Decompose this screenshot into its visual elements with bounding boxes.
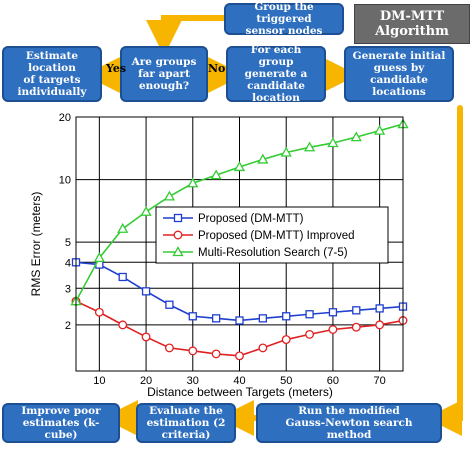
legend-label: Multi-Resolution Search (7-5) — [198, 247, 348, 259]
x-tick-label: 30 — [187, 375, 199, 387]
data-point — [327, 137, 339, 148]
data-point — [375, 304, 384, 313]
series-layer — [70, 118, 409, 361]
x-tick-label: 40 — [233, 375, 245, 387]
data-point — [282, 312, 291, 321]
box-evaluate: Evaluate the estimation (2 criteria) — [136, 403, 236, 443]
legend-item-0: Proposed (DM-MTT) — [163, 213, 304, 225]
data-point — [117, 222, 129, 233]
box-groups-far-apart: Are groups far apart enough? — [120, 46, 208, 102]
legend: Proposed (DM-MTT) Proposed (DM-MTT) Impro… — [155, 206, 389, 264]
data-point — [280, 146, 292, 157]
box-gauss-newton: Run the modified Gauss-Newton search met… — [256, 403, 442, 443]
y-tick-label: 2 — [65, 320, 71, 332]
data-point — [210, 169, 222, 180]
label-no: No — [208, 62, 226, 75]
data-point — [258, 314, 268, 323]
box-initial-guess: Generate initial guess by candidate loca… — [344, 46, 454, 102]
x-ticks: 10 20 30 40 50 60 70 — [93, 375, 386, 387]
data-point — [352, 306, 361, 315]
y-ticks: 2 3 4 5 10 20 — [59, 112, 71, 332]
data-point — [257, 153, 269, 164]
y-tick-label: 10 — [59, 175, 71, 187]
data-point — [211, 314, 221, 323]
data-point — [351, 322, 361, 332]
data-point — [350, 131, 362, 142]
data-point — [188, 312, 197, 321]
box-group-sensor-nodes: Group the triggered sensor nodes — [224, 1, 344, 37]
x-axis-label: Distance between Targets (meters) — [147, 385, 333, 399]
box-candidate-location: For each group generate a candidate loca… — [226, 44, 326, 104]
y-tick-label: 3 — [65, 283, 71, 295]
data-point — [141, 332, 151, 342]
legend-marker — [173, 230, 183, 240]
y-tick-label: 4 — [65, 257, 71, 269]
data-point — [281, 335, 291, 345]
data-point — [235, 316, 244, 325]
y-tick-label: 20 — [59, 112, 71, 124]
box-improve: Improve poor estimates (k-cube) — [2, 403, 120, 443]
arrow-group-to-decision — [146, 15, 227, 56]
data-point — [187, 177, 199, 188]
x-tick-label: 60 — [327, 375, 339, 387]
data-point — [211, 349, 221, 359]
series-2 — [70, 118, 409, 306]
x-tick-label: 20 — [140, 375, 152, 387]
plot-frame — [75, 116, 404, 372]
data-point — [118, 320, 128, 330]
data-point — [94, 307, 104, 317]
data-point — [141, 287, 151, 296]
data-point — [235, 351, 244, 361]
data-point — [93, 252, 105, 263]
data-point — [375, 320, 385, 330]
legend-box — [155, 206, 389, 264]
data-point — [163, 190, 176, 201]
data-point — [233, 161, 246, 172]
series-0 — [71, 258, 408, 325]
arrow-guess-down — [426, 105, 463, 436]
data-point — [303, 141, 316, 152]
data-point — [164, 343, 174, 353]
legend-label: Proposed (DM-MTT) — [198, 213, 304, 225]
legend-item-1: Proposed (DM-MTT) Improved — [163, 230, 355, 242]
legend-marker — [173, 213, 183, 223]
x-tick-label: 10 — [93, 375, 105, 387]
box-estimate-location: Estimate location of targets individuall… — [2, 46, 102, 102]
algorithm-title: DM-MTT Algorithm — [354, 4, 470, 44]
x-tick-label: 70 — [374, 375, 386, 387]
data-point — [165, 300, 174, 309]
data-point — [258, 343, 268, 353]
data-point — [140, 205, 152, 216]
y-axis-label: RMS Error (meters) — [29, 192, 43, 297]
legend-label: Proposed (DM-MTT) Improved — [198, 230, 355, 242]
data-point — [118, 272, 127, 282]
data-point — [305, 329, 315, 339]
data-point — [305, 310, 314, 319]
data-point — [188, 346, 198, 356]
x-tick-label: 50 — [280, 375, 292, 387]
legend-item-2: Multi-Resolution Search (7-5) — [163, 246, 348, 259]
data-point — [374, 124, 386, 135]
data-point — [328, 308, 338, 317]
data-point — [328, 325, 338, 334]
legend-marker — [172, 246, 184, 257]
y-tick-label: 5 — [65, 237, 71, 249]
label-yes: Yes — [106, 62, 127, 75]
